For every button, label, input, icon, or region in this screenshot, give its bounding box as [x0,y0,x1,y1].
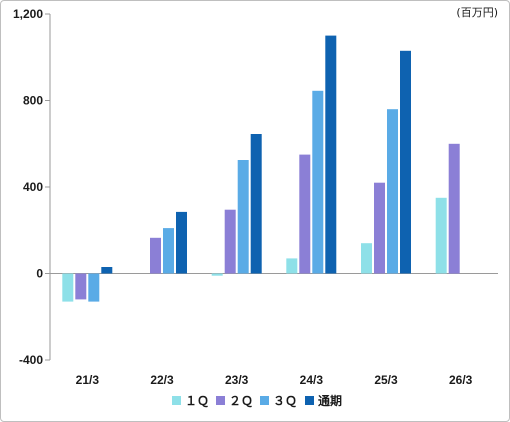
bar-2-3 [250,134,262,274]
y-tick-labels: -400 0 400 800 1,200 [13,7,43,367]
legend-label: ３Ｑ [273,394,297,408]
bar-4-1 [374,182,385,274]
bar-1-3 [176,211,187,274]
legend-label: １Ｑ [185,394,209,408]
y-tick-label: -400 [19,353,43,367]
x-tick-label: 23/3 [225,373,249,387]
x-tick-label: 26/3 [449,373,473,387]
bar-5-1 [448,143,460,274]
bar-3-1 [299,154,311,274]
legend: １Ｑ ２Ｑ ３Ｑ 通期 [172,393,342,408]
x-tick-label: 25/3 [374,373,398,387]
bar-0-2 [88,273,100,302]
legend-label: 通期 [318,393,342,408]
y-tick-label: 800 [23,94,43,108]
bar-2-2 [237,160,249,274]
bar-1-1 [150,237,161,274]
y-tick-label: 1,200 [13,7,43,21]
bar-4-3 [400,50,411,274]
bar-3-3 [325,35,337,274]
x-tick-label: 21/3 [76,373,100,387]
y-tick-label: 400 [23,180,43,194]
bar-0-0 [62,273,74,302]
bar-3-2 [312,90,324,274]
bar-2-1 [224,209,236,274]
bar-4-0 [361,243,372,274]
bar-5-0 [435,197,447,274]
x-tick-label: 24/3 [300,373,324,387]
bars [62,35,460,302]
bar-0-3 [101,267,113,274]
bar-3-0 [286,258,298,274]
x-tick-labels: 21/3 22/3 23/3 24/3 25/3 26/3 [76,373,473,387]
bar-2-0 [211,273,223,276]
legend-swatch [172,396,181,405]
legend-swatch [305,396,314,405]
legend-label: ２Ｑ [229,394,253,408]
bar-4-2 [387,109,398,274]
legend-swatch [216,396,225,405]
legend-swatch [260,396,269,405]
unit-label: (百万円) [456,6,498,19]
y-tick-label: 0 [36,267,43,281]
axes [45,13,498,361]
x-tick-label: 22/3 [150,373,174,387]
bar-0-1 [75,273,87,300]
bar-1-2 [163,228,174,274]
